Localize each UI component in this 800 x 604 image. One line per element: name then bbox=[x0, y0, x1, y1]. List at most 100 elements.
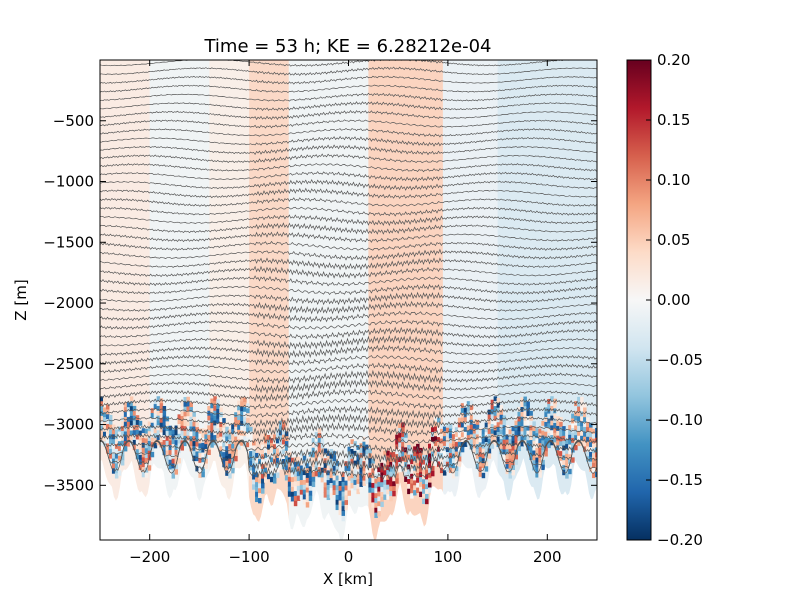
field-cell bbox=[496, 397, 501, 404]
field-cell bbox=[457, 437, 462, 443]
contour-line bbox=[100, 178, 597, 191]
field-cell bbox=[132, 444, 137, 451]
field-cell bbox=[344, 490, 349, 496]
colorbar-tick-label: −0.20 bbox=[657, 531, 703, 549]
field-cell bbox=[180, 435, 184, 441]
field-cell bbox=[392, 490, 396, 497]
field-cell bbox=[207, 439, 211, 446]
field-cell bbox=[252, 479, 256, 485]
colorbar-tick-label: 0.15 bbox=[657, 111, 690, 129]
field-cell bbox=[425, 489, 429, 495]
field-cell bbox=[117, 450, 122, 457]
field-cell bbox=[222, 427, 226, 434]
field-cell bbox=[550, 430, 554, 436]
field-cell bbox=[338, 495, 343, 501]
field-cell bbox=[562, 450, 566, 456]
field-cell bbox=[454, 461, 459, 467]
field-cell bbox=[168, 454, 173, 461]
field-cell bbox=[398, 466, 402, 473]
field-cell bbox=[255, 486, 259, 493]
field-cell bbox=[228, 448, 232, 455]
field-cell bbox=[472, 414, 477, 420]
field-cell bbox=[595, 452, 597, 458]
field-cell bbox=[407, 454, 411, 461]
field-cell bbox=[562, 445, 566, 451]
field-cell bbox=[231, 443, 235, 450]
field-cell bbox=[559, 455, 563, 462]
field-cell bbox=[114, 473, 119, 479]
field-cell bbox=[368, 463, 372, 469]
field-cell bbox=[150, 417, 155, 424]
field-cell bbox=[580, 430, 584, 437]
field-cell bbox=[278, 459, 283, 465]
field-cell bbox=[296, 456, 301, 463]
field-cell bbox=[502, 439, 507, 446]
field-cell bbox=[299, 489, 304, 496]
field-cell bbox=[386, 494, 390, 500]
field-cell bbox=[374, 468, 378, 475]
field-cell bbox=[225, 465, 229, 471]
field-cell bbox=[496, 436, 501, 443]
field-cell bbox=[574, 435, 578, 441]
field-cell bbox=[568, 454, 572, 460]
field-cell bbox=[445, 442, 450, 448]
field-cell bbox=[431, 427, 435, 433]
field-cell bbox=[368, 477, 372, 483]
field-cell bbox=[266, 454, 271, 460]
field-cell bbox=[123, 407, 128, 413]
field-cell bbox=[356, 449, 360, 456]
field-cell bbox=[466, 435, 471, 441]
field-cell bbox=[249, 431, 253, 437]
field-cell bbox=[475, 458, 480, 465]
field-cell bbox=[216, 404, 220, 410]
field-cell bbox=[553, 403, 557, 409]
field-cell bbox=[574, 420, 578, 426]
field-cell bbox=[105, 438, 110, 444]
field-cell bbox=[568, 449, 572, 455]
field-cell bbox=[565, 444, 569, 450]
field-cell bbox=[368, 487, 372, 493]
field-cell bbox=[436, 446, 441, 453]
field-cell bbox=[311, 442, 316, 449]
field-cell bbox=[499, 409, 504, 416]
field-cell bbox=[111, 444, 116, 450]
field-cell bbox=[448, 428, 453, 435]
field-cell bbox=[168, 440, 173, 446]
field-cell bbox=[275, 438, 280, 444]
field-cell bbox=[132, 405, 137, 412]
field-cell bbox=[550, 420, 554, 426]
field-cell bbox=[129, 396, 134, 402]
field-cell bbox=[526, 440, 530, 446]
field-cell bbox=[356, 479, 360, 485]
field-cell bbox=[177, 458, 182, 464]
field-cell bbox=[371, 482, 375, 489]
field-cell bbox=[356, 464, 360, 470]
field-cell bbox=[544, 412, 548, 418]
field-cell bbox=[404, 471, 408, 478]
field-cell bbox=[413, 485, 417, 491]
field-cell bbox=[302, 489, 307, 496]
field-cell bbox=[261, 483, 265, 489]
field-cell bbox=[123, 446, 128, 452]
field-cell bbox=[416, 463, 420, 469]
field-cell bbox=[183, 416, 187, 422]
field-cell bbox=[395, 478, 399, 484]
field-cell bbox=[186, 416, 190, 422]
field-cell bbox=[162, 449, 167, 456]
field-cell bbox=[368, 482, 372, 488]
field-cell bbox=[102, 436, 107, 442]
field-cell bbox=[213, 425, 217, 431]
field-cell bbox=[422, 459, 426, 466]
field-cell bbox=[261, 459, 265, 465]
field-cell bbox=[305, 473, 310, 479]
field-cell bbox=[401, 441, 405, 448]
field-cell bbox=[132, 415, 137, 421]
field-cell bbox=[159, 403, 164, 409]
field-cell bbox=[144, 428, 149, 435]
y-tick-label: −2500 bbox=[43, 355, 94, 373]
field-cell bbox=[463, 402, 468, 409]
field-cell bbox=[377, 491, 381, 497]
field-cell bbox=[240, 401, 244, 407]
field-cell bbox=[374, 498, 378, 504]
field-cell bbox=[213, 405, 217, 412]
